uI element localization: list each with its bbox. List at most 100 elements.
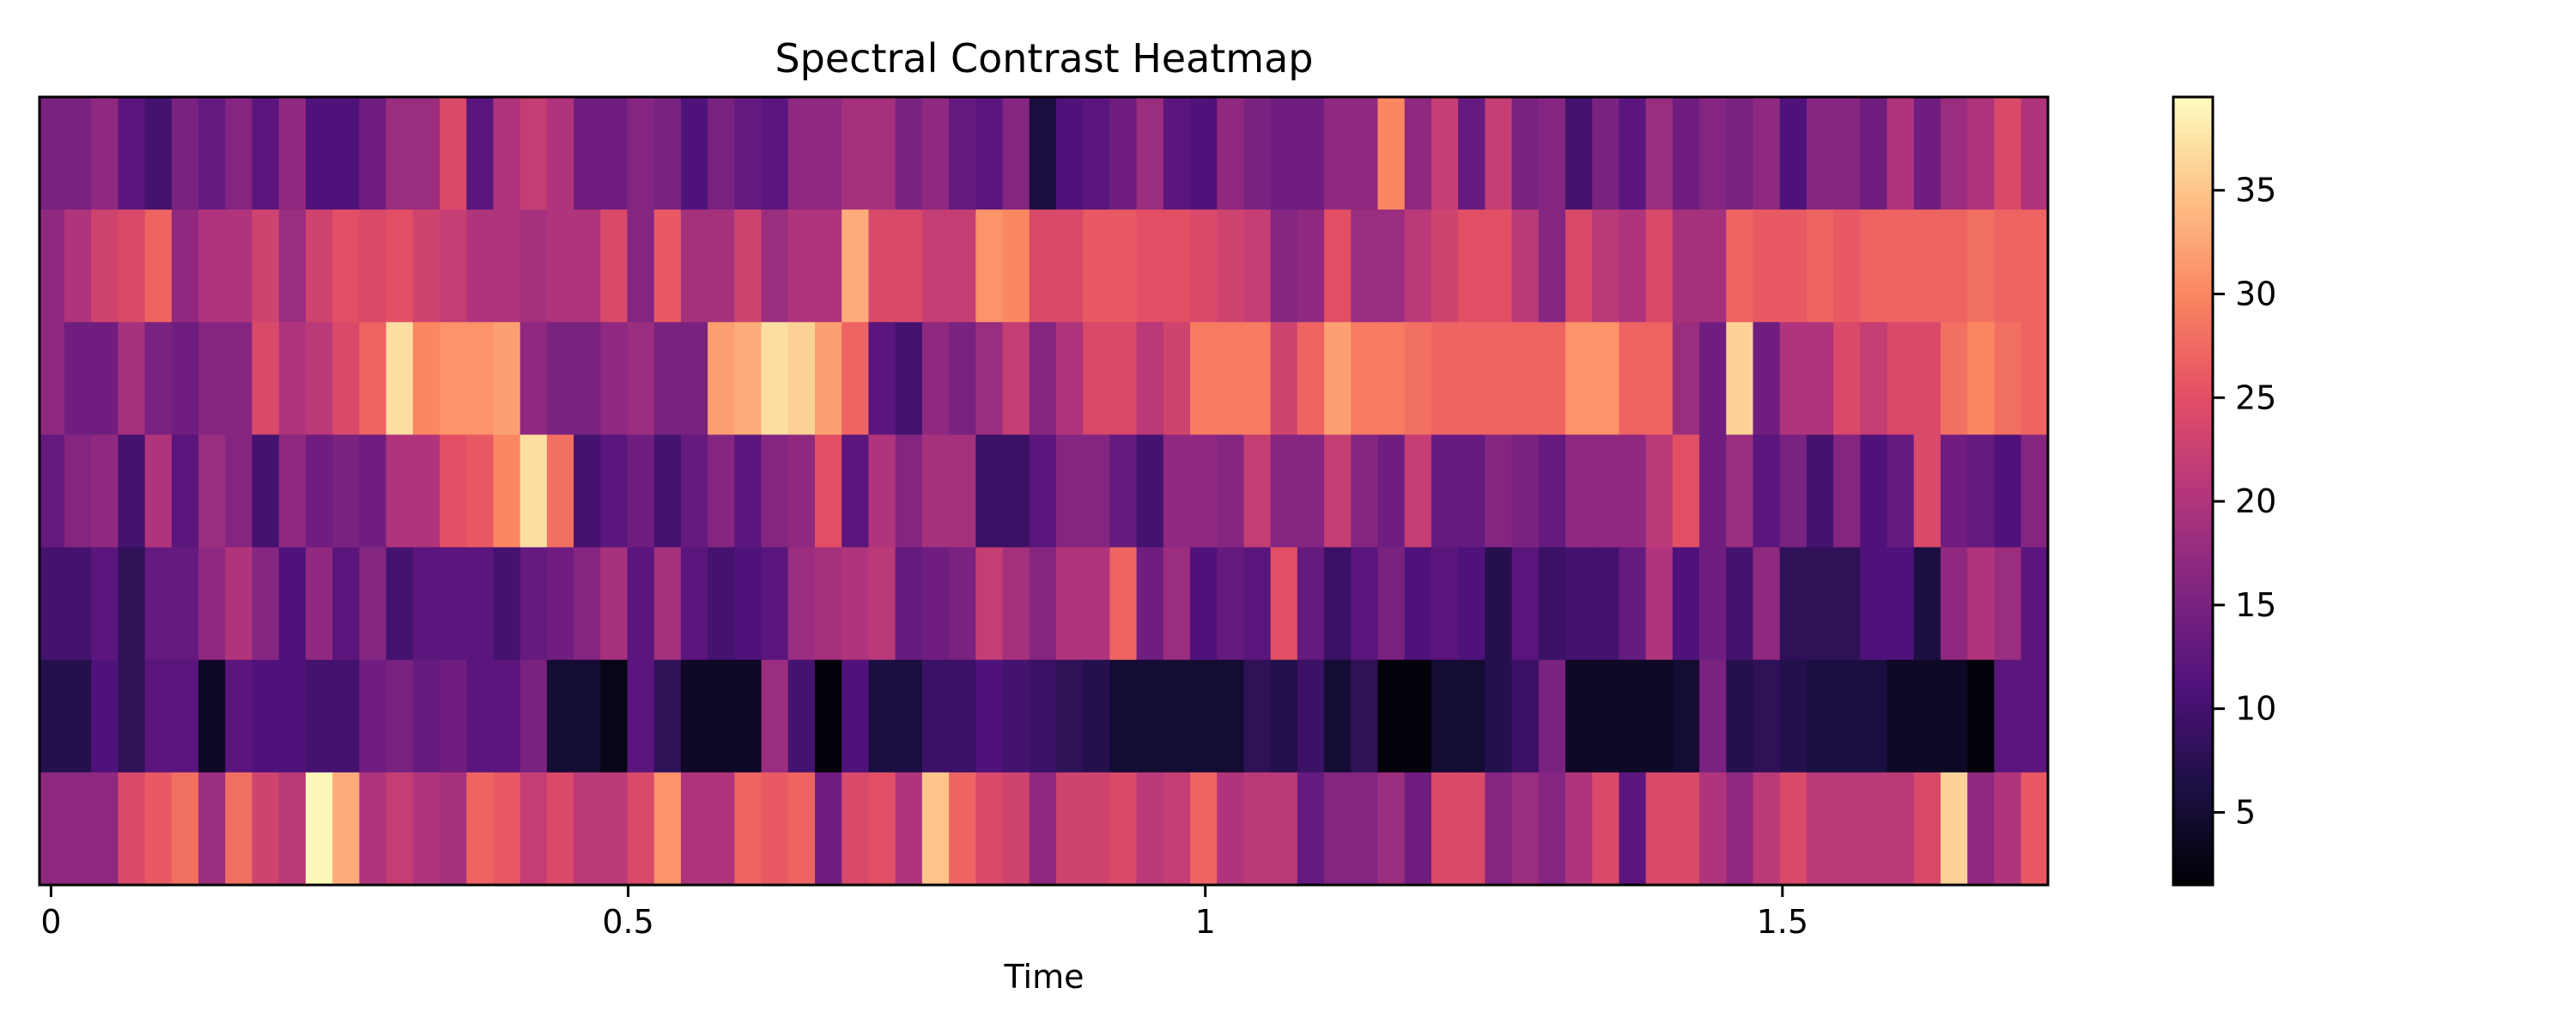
heatmap-cell — [225, 659, 253, 773]
heatmap-cell — [118, 772, 146, 886]
heatmap-cell — [868, 434, 896, 548]
heatmap-cell — [1109, 772, 1138, 886]
heatmap-cell — [1726, 97, 1754, 210]
heatmap-cell — [252, 434, 280, 548]
heatmap-cell — [1109, 322, 1138, 436]
heatmap-cell — [1941, 322, 1968, 436]
heatmap-cell — [305, 97, 333, 210]
heatmap-cell — [278, 209, 307, 323]
heatmap-cell — [1511, 322, 1540, 436]
heatmap-cell — [1377, 547, 1406, 661]
heatmap-cell — [225, 547, 253, 661]
heatmap-cell — [868, 209, 896, 323]
heatmap-cell — [1270, 322, 1298, 436]
heatmap-cell — [1806, 209, 1834, 323]
heatmap-cell — [493, 434, 521, 548]
heatmap-cell — [680, 547, 708, 661]
heatmap-cell — [198, 659, 226, 773]
heatmap-cell — [1886, 547, 1915, 661]
heatmap-cell — [1485, 659, 1513, 773]
heatmap-cell — [1860, 209, 1888, 323]
heatmap-cell — [118, 547, 146, 661]
heatmap-cell — [1431, 209, 1459, 323]
heatmap-cell — [1753, 547, 1781, 661]
heatmap-cell — [1592, 322, 1620, 436]
heatmap-cell — [466, 434, 495, 548]
heatmap-cell — [975, 322, 1004, 436]
heatmap-cell — [1002, 772, 1030, 886]
heatmap-cell — [841, 659, 870, 773]
heatmap-cell — [1297, 772, 1325, 886]
heatmap-cell — [1217, 547, 1245, 661]
heatmap-cell — [1190, 772, 1218, 886]
heatmap-cell — [1163, 547, 1191, 661]
heatmap-cell — [519, 659, 548, 773]
heatmap-cell — [440, 434, 467, 548]
colorbar-tick-label: 5 — [2235, 793, 2256, 831]
heatmap-cell — [1217, 434, 1245, 548]
heatmap-cell — [949, 97, 976, 210]
heatmap-cell — [1243, 209, 1272, 323]
heatmap-cell — [1886, 772, 1915, 886]
heatmap-cell — [546, 322, 574, 436]
heatmap-cell — [1779, 547, 1807, 661]
heatmap-cell — [1351, 209, 1379, 323]
heatmap-cell — [1699, 659, 1727, 773]
heatmap-cell — [1163, 97, 1191, 210]
heatmap-cell — [39, 772, 65, 886]
colorbar-tick-label: 30 — [2235, 276, 2276, 313]
heatmap-cell — [1538, 434, 1566, 548]
heatmap-cell — [1672, 322, 1700, 436]
heatmap-cell — [1913, 322, 1941, 436]
heatmap-cell — [144, 659, 173, 773]
heatmap-cell — [1833, 772, 1861, 886]
heatmap-cell — [815, 322, 842, 436]
heatmap-cell — [225, 97, 253, 210]
heatmap-cell — [653, 659, 682, 773]
heatmap-cell — [1431, 659, 1459, 773]
heatmap-cell — [1351, 322, 1379, 436]
x-axis-label: Time — [1004, 958, 1084, 996]
heatmap-cell — [1726, 547, 1754, 661]
heatmap-cell — [949, 772, 976, 886]
heatmap-cell — [1538, 97, 1566, 210]
heatmap-cell — [1377, 659, 1406, 773]
heatmap-cell — [332, 772, 360, 886]
heatmap-cell — [1699, 547, 1727, 661]
heatmap-cell — [1190, 97, 1218, 210]
heatmap-cell — [1270, 547, 1298, 661]
heatmap-cell — [305, 547, 333, 661]
heatmap-cell — [734, 322, 762, 436]
heatmap-cell — [2020, 547, 2049, 661]
heatmap-cell — [1994, 772, 2022, 886]
heatmap-cell — [332, 659, 360, 773]
heatmap-cell — [1136, 209, 1164, 323]
heatmap-cell — [975, 209, 1004, 323]
heatmap-cell — [1779, 772, 1807, 886]
heatmap-cell — [412, 434, 440, 548]
heatmap-cell — [975, 772, 1004, 886]
heatmap-cell — [1941, 209, 1968, 323]
heatmap-cell — [1324, 772, 1352, 886]
heatmap-cell — [1833, 547, 1861, 661]
heatmap-cell — [1619, 659, 1647, 773]
heatmap-cell — [440, 209, 467, 323]
heatmap-cell — [1297, 97, 1325, 210]
heatmap-cell — [1083, 434, 1110, 548]
x-axis: 0 0.5 1 1.5 — [40, 885, 1808, 941]
heatmap-cell — [949, 322, 976, 436]
heatmap-cell — [64, 772, 92, 886]
heatmap-cell — [1753, 322, 1781, 436]
heatmap-cell — [2020, 322, 2049, 436]
heatmap-cell — [493, 97, 521, 210]
heatmap-cell — [1458, 209, 1485, 323]
heatmap-cell — [895, 322, 923, 436]
heatmap-cell — [1592, 209, 1620, 323]
heatmap-cell — [868, 97, 896, 210]
heatmap-cell — [64, 547, 92, 661]
heatmap-cell — [1913, 772, 1941, 886]
heatmap-cell — [2020, 97, 2049, 210]
heatmap-cell — [574, 322, 601, 436]
heatmap-cell — [1163, 659, 1191, 773]
heatmap-cell — [1726, 659, 1754, 773]
